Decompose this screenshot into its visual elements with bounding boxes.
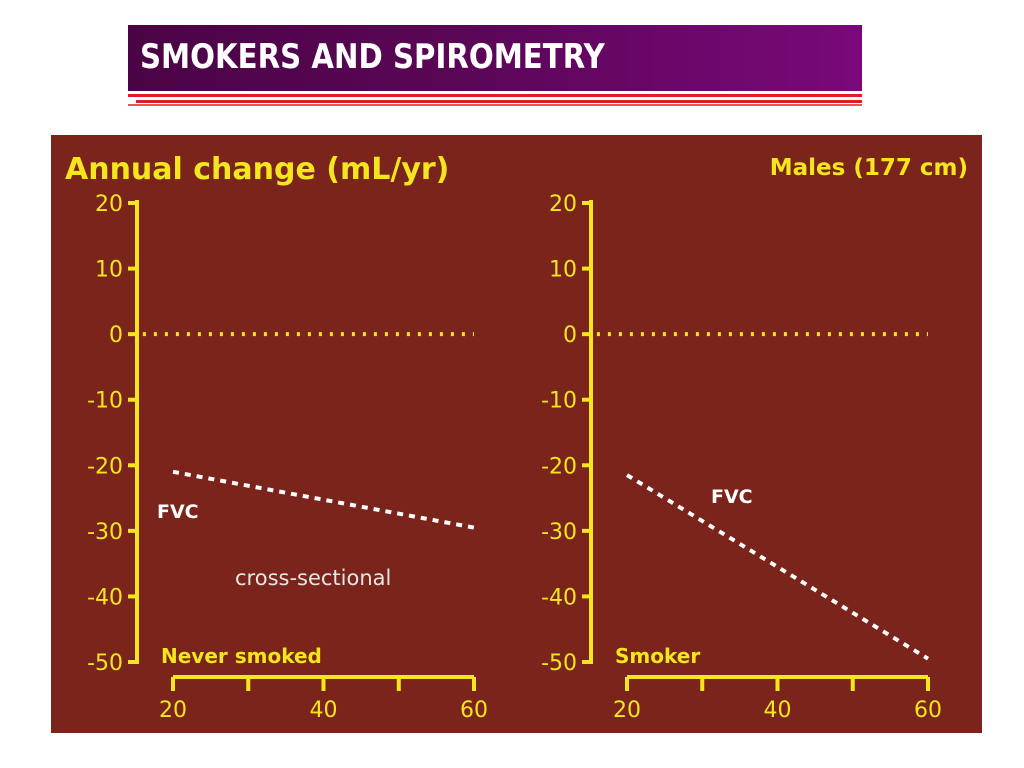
slide-title: SMOKERS AND SPIROMETRY [140, 37, 605, 77]
y-tick-label: -20 [541, 454, 577, 479]
title-underline-rule-2 [136, 100, 862, 103]
series-line-fvc [625, 473, 930, 661]
y-tick-label: -40 [87, 585, 123, 610]
y-tick-label: -30 [87, 520, 123, 545]
title-underline-rule-3 [128, 104, 862, 106]
y-tick-label: 10 [549, 258, 577, 283]
x-tick-label: 40 [764, 698, 792, 723]
slide-title-bar: SMOKERS AND SPIROMETRY [128, 25, 862, 91]
y-tick-label: 0 [109, 323, 123, 348]
y-tick-label: -30 [541, 520, 577, 545]
panel-label: Smoker [615, 644, 700, 668]
x-tick-label: 40 [310, 698, 338, 723]
panel-never-smoked: 20 10 0 -10 -20 -30 -40 -50 20 40 60 Never smoked FV… [87, 192, 488, 723]
annotation-cross-sectional: cross-sectional [235, 566, 391, 590]
panel-label: Never smoked [161, 644, 322, 668]
x-tick-label: 60 [460, 698, 488, 723]
y-tick-label: -10 [87, 389, 123, 414]
panel-smoker: 20 10 0 -10 -20 -30 -40 -50 20 40 60 Smoker FVC [541, 192, 942, 723]
y-tick-label: -10 [541, 389, 577, 414]
annotation-fvc: FVC [711, 486, 753, 508]
y-tick-label: -20 [87, 454, 123, 479]
series-line-fvc [172, 469, 475, 530]
y-tick-label: 20 [95, 192, 123, 217]
chart-background [51, 135, 982, 733]
spirometry-chart: Annual change (mL/yr) Males (177 cm) 20 1… [51, 135, 982, 733]
chart-subtitle: Males (177 cm) [770, 155, 968, 181]
chart-panels: 20 10 0 -10 -20 -30 -40 -50 20 40 60 Never smoked FV… [87, 192, 942, 723]
title-underline-rule [128, 94, 862, 97]
annotation-fvc: FVC [157, 501, 199, 523]
x-tick-label: 60 [914, 698, 942, 723]
y-tick-label: -40 [541, 585, 577, 610]
x-tick-label: 20 [159, 698, 187, 723]
y-tick-label: -50 [87, 651, 123, 676]
y-tick-label: 10 [95, 258, 123, 283]
chart-title: Annual change (mL/yr) [65, 152, 449, 187]
y-tick-label: 20 [549, 192, 577, 217]
y-tick-label: 0 [563, 323, 577, 348]
x-tick-label: 20 [613, 698, 641, 723]
y-tick-label: -50 [541, 651, 577, 676]
